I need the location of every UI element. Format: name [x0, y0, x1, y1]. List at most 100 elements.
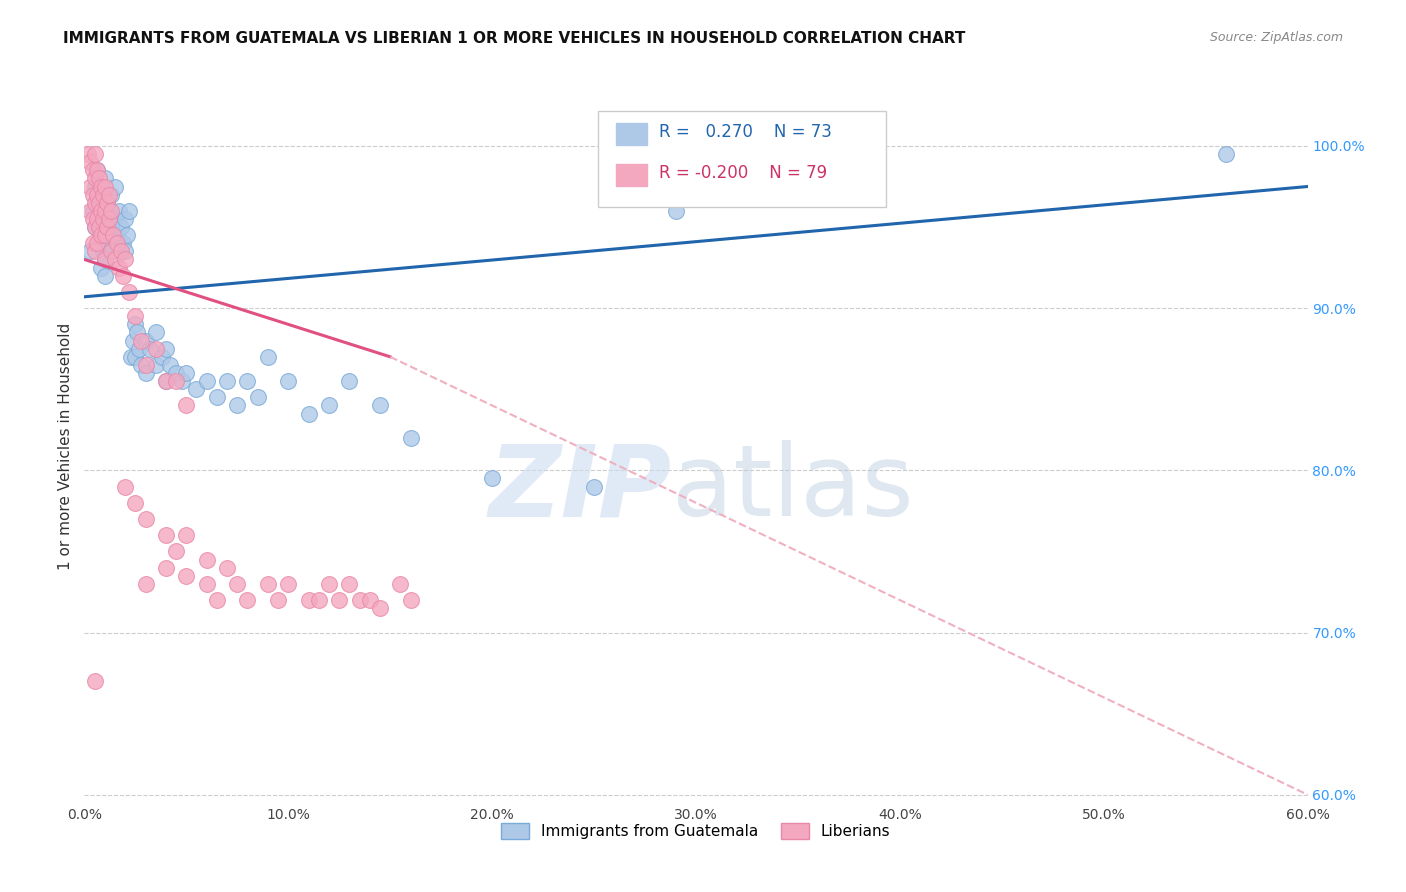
Point — [105, 228, 128, 243]
Point — [93, 171, 115, 186]
FancyBboxPatch shape — [598, 111, 886, 207]
Point — [108, 260, 131, 275]
Point — [195, 552, 218, 566]
Point — [205, 593, 228, 607]
Point — [135, 358, 157, 372]
Point — [226, 577, 249, 591]
Point — [217, 374, 239, 388]
Point — [308, 593, 330, 607]
Point — [79, 244, 101, 259]
Point — [96, 228, 118, 243]
Point — [159, 358, 181, 372]
Point — [277, 577, 299, 591]
Point — [97, 203, 120, 218]
Point — [174, 366, 197, 380]
Point — [124, 318, 146, 332]
Point — [86, 195, 108, 210]
Point — [87, 195, 110, 210]
Point — [83, 147, 105, 161]
Point — [93, 252, 115, 267]
Point — [399, 593, 422, 607]
Point — [91, 203, 114, 218]
Point — [145, 326, 167, 340]
Point — [122, 334, 145, 348]
Point — [318, 577, 340, 591]
Point — [195, 577, 218, 591]
Point — [339, 577, 361, 591]
Point — [155, 560, 177, 574]
Point — [110, 220, 132, 235]
Point — [86, 211, 108, 226]
Point — [135, 512, 157, 526]
Point — [114, 211, 136, 226]
Point — [766, 187, 789, 202]
Point — [82, 163, 104, 178]
Point — [97, 211, 120, 226]
Point — [155, 528, 177, 542]
Point — [246, 390, 269, 404]
Point — [481, 471, 503, 485]
Point — [82, 211, 104, 226]
Point — [848, 179, 870, 194]
Point — [110, 244, 132, 259]
Point — [165, 374, 187, 388]
Point — [96, 220, 118, 235]
Point — [236, 374, 259, 388]
Point — [83, 179, 105, 194]
Point — [195, 374, 218, 388]
Point — [100, 244, 122, 259]
Point — [91, 244, 114, 259]
Point — [86, 163, 108, 178]
Point — [86, 187, 108, 202]
Point — [101, 211, 124, 226]
Point — [665, 203, 688, 218]
Point — [257, 577, 280, 591]
Point — [97, 187, 120, 202]
Point — [83, 195, 105, 210]
Point — [349, 593, 371, 607]
Point — [127, 326, 149, 340]
Point — [86, 236, 108, 251]
Point — [205, 390, 228, 404]
Point — [267, 593, 290, 607]
Y-axis label: 1 or more Vehicles in Household: 1 or more Vehicles in Household — [58, 322, 73, 570]
Point — [90, 228, 112, 243]
Point — [93, 252, 115, 267]
Text: IMMIGRANTS FROM GUATEMALA VS LIBERIAN 1 OR MORE VEHICLES IN HOUSEHOLD CORRELATIO: IMMIGRANTS FROM GUATEMALA VS LIBERIAN 1 … — [63, 31, 966, 46]
Point — [105, 236, 128, 251]
Point — [226, 399, 249, 413]
Point — [112, 268, 135, 283]
Text: ZIP: ZIP — [488, 441, 672, 537]
Point — [82, 187, 104, 202]
Point — [93, 268, 115, 283]
Text: R = -0.200    N = 79: R = -0.200 N = 79 — [659, 164, 827, 182]
Point — [1215, 147, 1237, 161]
Point — [90, 260, 112, 275]
Point — [79, 179, 101, 194]
Point — [87, 220, 110, 235]
Point — [97, 236, 120, 251]
Point — [217, 560, 239, 574]
Point — [82, 236, 104, 251]
Point — [90, 236, 112, 251]
Point — [155, 374, 177, 388]
Point — [131, 358, 153, 372]
Point — [368, 601, 391, 615]
Point — [114, 252, 136, 267]
Point — [120, 350, 142, 364]
Point — [100, 187, 122, 202]
Point — [339, 374, 361, 388]
Point — [174, 568, 197, 582]
Point — [87, 220, 110, 235]
Bar — [616, 123, 647, 145]
Point — [104, 211, 127, 226]
Point — [399, 431, 422, 445]
Point — [90, 179, 112, 194]
Point — [236, 593, 259, 607]
Point — [150, 350, 173, 364]
Text: Source: ZipAtlas.com: Source: ZipAtlas.com — [1209, 31, 1343, 45]
Point — [368, 399, 391, 413]
Point — [101, 228, 124, 243]
Point — [108, 203, 131, 218]
Point — [79, 203, 101, 218]
